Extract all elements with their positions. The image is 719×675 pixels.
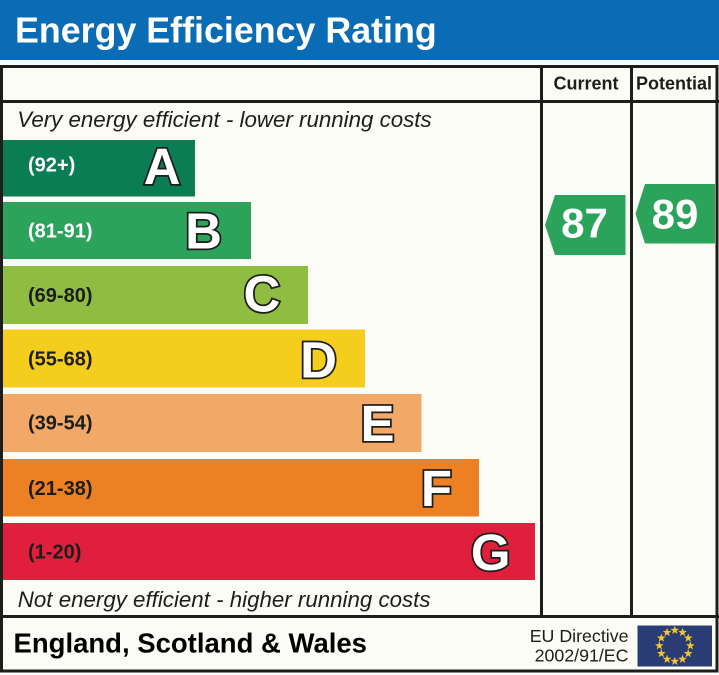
svg-text:Energy Efficiency Rating: Energy Efficiency Rating xyxy=(15,11,437,51)
svg-text:B: B xyxy=(185,203,222,260)
svg-text:A: A xyxy=(144,138,181,195)
svg-text:(81-91): (81-91) xyxy=(28,221,92,243)
svg-text:C: C xyxy=(243,266,280,323)
svg-text:Current: Current xyxy=(553,74,618,94)
svg-text:Potential: Potential xyxy=(636,74,712,94)
svg-text:(39-54): (39-54) xyxy=(28,413,92,435)
svg-text:G: G xyxy=(471,524,511,581)
svg-text:F: F xyxy=(421,460,452,517)
svg-text:England, Scotland & Wales: England, Scotland & Wales xyxy=(14,628,367,659)
svg-text:2002/91/EC: 2002/91/EC xyxy=(535,646,629,666)
svg-text:87: 87 xyxy=(561,199,608,246)
svg-text:89: 89 xyxy=(652,190,699,237)
svg-text:Very energy efficient - lower: Very energy efficient - lower running co… xyxy=(17,107,431,132)
svg-text:D: D xyxy=(300,332,337,389)
svg-text:Not energy efficient - higher: Not energy efficient - higher running co… xyxy=(18,587,431,612)
svg-text:(92+): (92+) xyxy=(28,154,75,176)
svg-text:(21-38): (21-38) xyxy=(28,478,92,500)
svg-text:(1-20): (1-20) xyxy=(28,542,81,564)
svg-text:E: E xyxy=(360,395,394,452)
svg-text:(69-80): (69-80) xyxy=(28,285,92,307)
svg-text:(55-68): (55-68) xyxy=(28,349,92,371)
svg-text:EU Directive: EU Directive xyxy=(530,626,629,646)
